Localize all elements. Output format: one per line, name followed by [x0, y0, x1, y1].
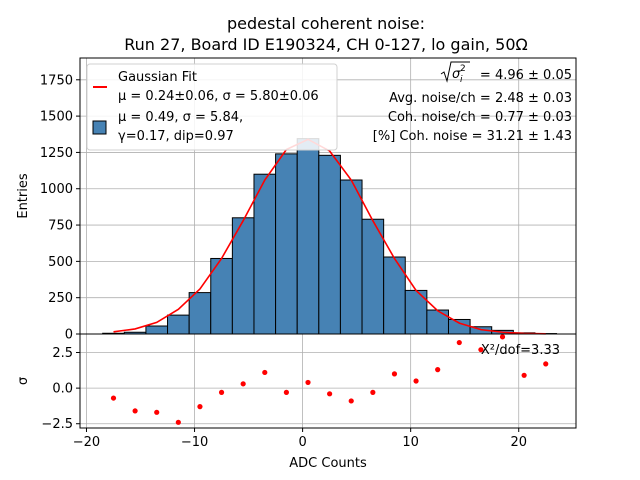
noise-annotations: σ 2 i = 4.96 ± 0.05 Avg. noise/ch = 2.48…: [373, 61, 572, 144]
residual-point: [175, 419, 181, 425]
svg-text:σ: σ: [452, 67, 461, 82]
histogram-bar: [275, 153, 298, 335]
legend-hist-params: γ=0.17, dip=0.97: [118, 129, 234, 144]
x-tick-label: 20: [510, 435, 527, 450]
residual-y-axis: −2.5 0.0 2.5: [41, 346, 80, 432]
sigma-sqrt-symbol: σ 2 i: [440, 61, 470, 85]
residual-plot: −2.5 0.0 2.5 −20 −10 0 10 20 σ ADC Counts X²/d…: [16, 333, 577, 471]
histogram-bar: [447, 318, 471, 335]
main-y-tick-label: 500: [48, 255, 73, 270]
legend-hist-swatch: [92, 120, 107, 135]
residual-y-tick-label: −2.5: [41, 417, 73, 432]
coh-percent-text: [%] Coh. noise = 31.21 ± 1.43: [373, 129, 572, 144]
main-y-tick-label: 1000: [40, 182, 73, 197]
x-axis: −20 −10 0 10 20: [73, 428, 527, 450]
chi2-annotation: X²/dof=3.33: [481, 343, 560, 358]
gaussian-fit-line: [113, 138, 546, 335]
residual-point: [391, 371, 398, 377]
main-y-tick-label: 1500: [40, 110, 73, 125]
main-y-axis-label: Entries: [16, 173, 31, 219]
residual-point: [348, 398, 354, 404]
residual-points: [110, 334, 549, 425]
sigma-value-text: = 4.96 ± 0.05: [480, 68, 572, 83]
residual-point: [197, 404, 203, 410]
residual-point: [218, 389, 225, 395]
residual-y-tick-label: 0.0: [52, 382, 73, 397]
residual-point: [435, 367, 441, 373]
main-y-tick-label: 0: [65, 328, 73, 343]
svg-text:2: 2: [460, 64, 466, 74]
residual-point: [240, 381, 246, 387]
x-tick-label: −10: [181, 435, 208, 450]
residual-point: [543, 361, 549, 367]
histogram-bar: [318, 154, 341, 335]
residual-point: [154, 409, 160, 415]
residual-grid: [80, 334, 576, 428]
histogram-bar: [361, 218, 385, 335]
coh-noise-text: Coh. noise/ch = 0.77 ± 0.03: [388, 110, 572, 125]
histogram-bar: [145, 325, 169, 335]
residual-point: [456, 339, 462, 346]
histogram-bar: [167, 314, 190, 335]
x-tick-label: −20: [73, 435, 100, 450]
residual-point: [370, 389, 376, 395]
main-y-tick-label: 750: [48, 219, 73, 234]
histogram-bar: [188, 292, 212, 335]
main-y-tick-label: 250: [48, 291, 73, 306]
chart-title-line1: pedestal coherent noise:: [227, 14, 425, 33]
x-tick-label: 0: [298, 435, 306, 450]
residual-point: [305, 379, 311, 386]
chart-title-line2: Run 27, Board ID E190324, CH 0-127, lo g…: [124, 35, 527, 54]
histogram-bar: [253, 173, 277, 335]
residual-point: [521, 372, 527, 378]
legend-hist-label: μ = 0.49, σ = 5.84,: [118, 110, 243, 125]
residual-y-tick-label: 2.5: [52, 346, 73, 361]
histogram-bar: [339, 179, 363, 335]
legend-fit-label: Gaussian Fit: [118, 70, 197, 85]
residual-plot-frame: [79, 333, 577, 429]
legend: Gaussian Fit μ = 0.24±0.06, σ = 5.80±0.0…: [86, 63, 338, 151]
legend-box: [86, 63, 338, 151]
residual-y-axis-label: σ: [16, 377, 31, 385]
residual-point: [478, 347, 484, 353]
residual-point: [413, 378, 419, 384]
legend-fit-params: μ = 0.24±0.06, σ = 5.80±0.06: [118, 89, 319, 104]
residual-point: [499, 334, 506, 340]
avg-noise-text: Avg. noise/ch = 2.48 ± 0.03: [389, 91, 572, 106]
residual-point: [262, 369, 268, 376]
residual-point: [327, 391, 333, 397]
main-y-tick-label: 1250: [40, 146, 73, 161]
x-tick-label: 10: [402, 435, 419, 450]
svg-text:i: i: [460, 75, 463, 85]
residual-point: [110, 395, 117, 401]
residual-point: [132, 408, 138, 414]
histogram-bar: [426, 309, 449, 335]
main-plot: 0 250 500 750 1000 1250 1500 1750 Entries Gauss…: [16, 57, 577, 343]
x-axis-label: ADC Counts: [289, 456, 367, 471]
histogram-bar: [296, 138, 320, 335]
main-y-tick-label: 1750: [40, 73, 73, 88]
main-y-axis: 0 250 500 750 1000 1250 1500 1750: [40, 73, 80, 343]
residual-point: [283, 389, 289, 395]
